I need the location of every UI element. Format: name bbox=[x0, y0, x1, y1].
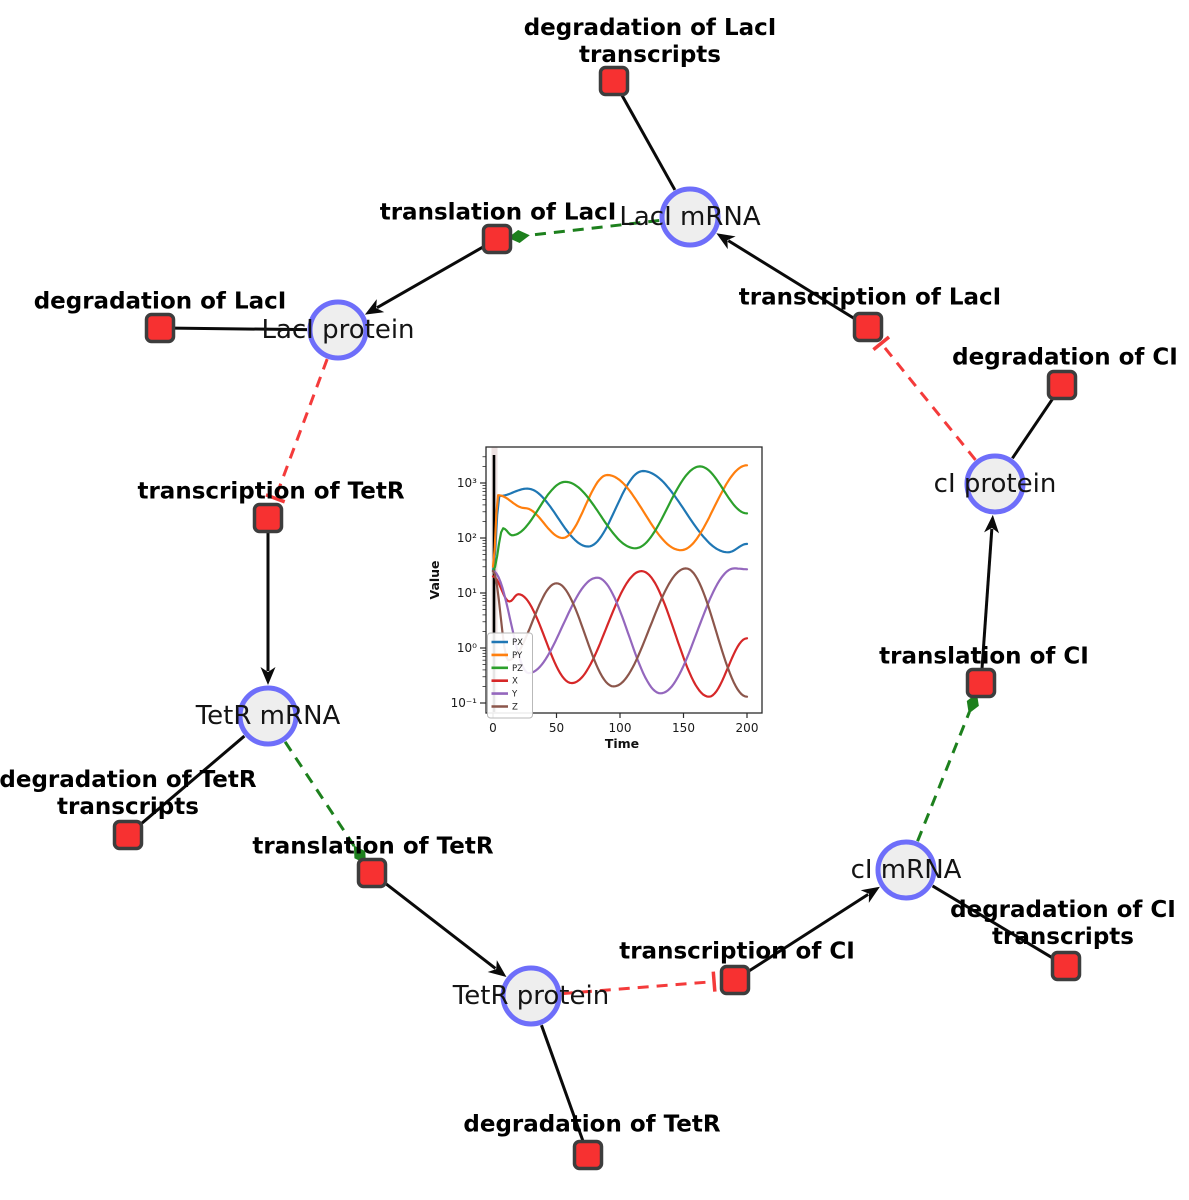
edge-tetr-protein-deg-tetr bbox=[540, 1024, 585, 1143]
reaction-node-translation-tetr bbox=[356, 857, 388, 889]
reaction-node-translation-ci bbox=[965, 667, 997, 699]
reaction-node-deg-laci-transcripts bbox=[598, 65, 630, 97]
y-tick-label: 10² bbox=[457, 531, 477, 545]
time-series-plot-panel: 0 50 100 150 200 10⁻¹ 10⁰ 10¹ 10² 10³ Time Value PX P… bbox=[425, 438, 777, 768]
reaction-node-deg-ci bbox=[1046, 369, 1078, 401]
reaction-node-deg-ci-transcripts bbox=[1050, 950, 1082, 982]
x-tick-label: 150 bbox=[672, 721, 695, 735]
series-line-y bbox=[491, 567, 749, 695]
legend-label-z: Z bbox=[512, 703, 518, 713]
edge-laci-mrna-translation-laci-diamond-icon bbox=[507, 230, 530, 243]
edge-ci-protein-deg-ci bbox=[1011, 395, 1056, 460]
reaction-node-transcription-tetr bbox=[252, 502, 284, 534]
edge-translation-laci-laci-protein bbox=[376, 244, 486, 309]
edge-laci-mrna-deg-laci-transcripts bbox=[619, 92, 677, 191]
x-tick-label: 100 bbox=[609, 721, 632, 735]
legend-label-y: Y bbox=[511, 690, 518, 700]
legend: PX PY PZ XYZ bbox=[487, 632, 533, 719]
series-line-px bbox=[491, 469, 749, 573]
reaction-node-deg-tetr bbox=[572, 1139, 604, 1171]
series-line-pz bbox=[491, 465, 749, 573]
y-axis-label: Value bbox=[427, 560, 442, 599]
species-node-laci-mrna bbox=[659, 186, 721, 248]
x-tick-label: 200 bbox=[736, 721, 759, 735]
series-line-z bbox=[491, 567, 749, 698]
x-tick-label: 0 bbox=[489, 721, 497, 735]
edge-ci-mrna-translation-ci bbox=[916, 711, 971, 842]
edge-laci-protein-transcription-tetr-tbar-icon bbox=[265, 493, 286, 504]
edge-transcription-ci-ci-mrna bbox=[745, 893, 869, 974]
species-node-ci-protein bbox=[964, 453, 1026, 515]
edge-tetr-protein-transcription-ci bbox=[561, 980, 714, 996]
edge-transcription-ci-ci-mrna-arrowhead-icon bbox=[860, 886, 880, 903]
reaction-node-transcription-ci bbox=[719, 964, 751, 996]
y-tick-label: 10¹ bbox=[457, 586, 477, 600]
plot-frame bbox=[485, 446, 763, 714]
edge-laci-protein-transcription-tetr bbox=[274, 358, 329, 498]
edge-transcription-laci-laci-mrna-arrowhead-icon bbox=[716, 233, 736, 250]
y-tick-label: 10⁰ bbox=[457, 641, 477, 655]
x-tick-label: 50 bbox=[549, 721, 564, 735]
edges-layer bbox=[137, 92, 1056, 1143]
reaction-node-transcription-laci bbox=[852, 311, 884, 343]
edge-ci-mrna-translation-ci-diamond-icon bbox=[966, 693, 979, 714]
edge-transcription-tetr-tetr-mrna-arrowhead-icon bbox=[260, 667, 276, 685]
nodes-layer bbox=[112, 65, 1082, 1171]
y-tick-label: 10³ bbox=[457, 476, 477, 490]
species-node-laci-protein bbox=[307, 299, 369, 361]
x-axis-label: Time bbox=[605, 736, 639, 751]
species-node-tetr-mrna bbox=[237, 685, 299, 747]
edge-translation-tetr-tetr-protein bbox=[382, 880, 497, 970]
edge-tetr-mrna-deg-tetr-transcripts bbox=[137, 734, 246, 828]
legend-label-py: PY bbox=[512, 651, 523, 661]
reaction-node-deg-tetr-transcripts bbox=[112, 819, 144, 851]
edge-translation-tetr-tetr-protein-arrowhead-icon bbox=[487, 960, 507, 978]
reaction-node-deg-laci bbox=[144, 312, 176, 344]
edge-transcription-laci-laci-mrna bbox=[727, 239, 857, 321]
legend-label-px: PX bbox=[512, 638, 523, 648]
edge-laci-mrna-translation-laci bbox=[527, 219, 660, 237]
series-line-x bbox=[491, 570, 749, 698]
edge-ci-protein-transcription-laci bbox=[880, 343, 977, 461]
legend-label-x: X bbox=[512, 677, 518, 687]
reaction-node-translation-laci bbox=[481, 223, 513, 255]
species-node-tetr-protein bbox=[500, 965, 562, 1027]
edge-translation-ci-ci-protein-arrowhead-icon bbox=[984, 514, 1000, 534]
edge-ci-mrna-deg-ci-transcripts bbox=[931, 884, 1055, 961]
y-tick-label: 10⁻¹ bbox=[451, 696, 478, 710]
edge-laci-protein-deg-laci bbox=[173, 326, 308, 332]
edge-translation-laci-laci-protein-arrowhead-icon bbox=[364, 299, 385, 315]
time-series-plot: 0 50 100 150 20010⁻¹10⁰10¹10²10³TimeValuePXP… bbox=[427, 446, 763, 751]
edge-tetr-mrna-translation-tetr bbox=[283, 741, 357, 848]
species-node-ci-mrna bbox=[875, 839, 937, 901]
edge-tetr-protein-transcription-ci-tbar-icon bbox=[711, 971, 717, 992]
edge-ci-protein-transcription-laci-tbar-icon bbox=[872, 335, 891, 351]
edge-translation-ci-ci-protein bbox=[980, 528, 994, 670]
legend-label-pz: PZ bbox=[512, 664, 523, 674]
